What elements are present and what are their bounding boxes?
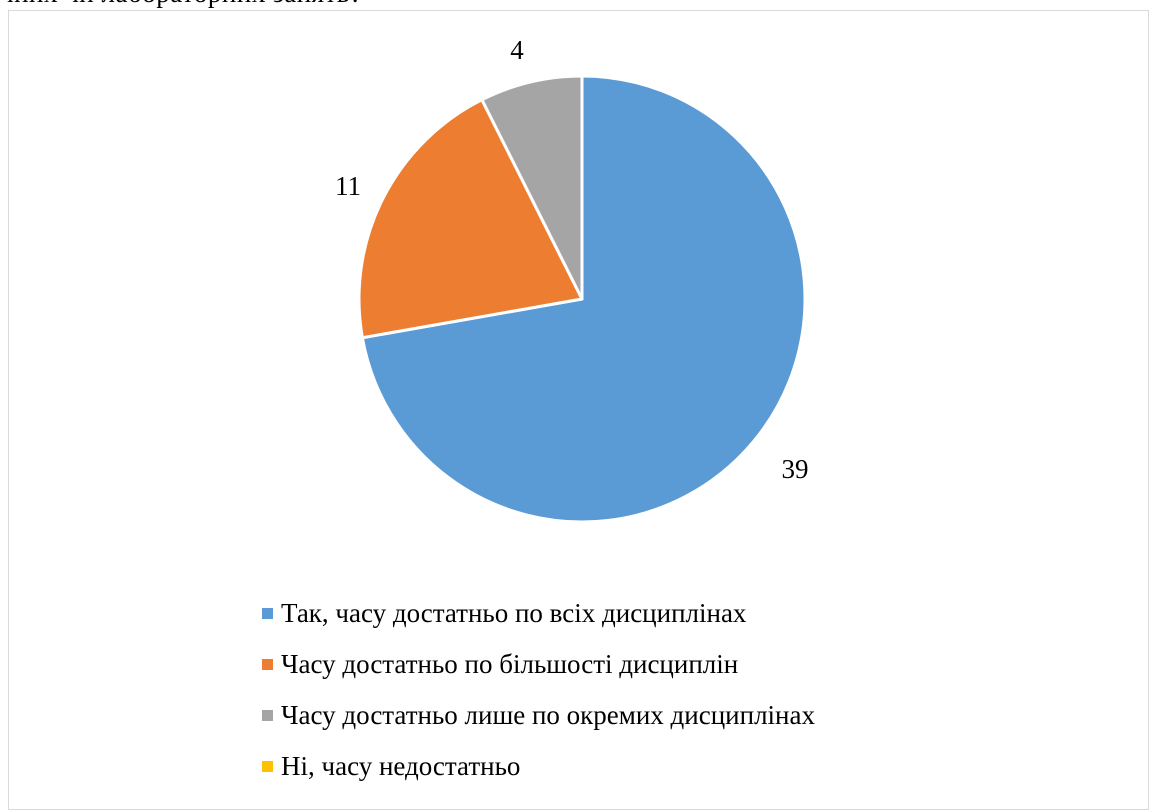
data-label-1: 39 [782, 454, 809, 484]
legend-swatch-2 [262, 658, 273, 670]
legend-label-4: Ні, часу недостатньо [281, 750, 521, 781]
data-label-2: 11 [335, 171, 361, 201]
legend-item-2: Часу достатньо по більшості дисциплін [262, 647, 815, 681]
pie-slice-1 [360, 74, 807, 524]
pie-slice-2 [357, 98, 584, 340]
pie-slice-3 [480, 74, 584, 301]
data-label-3: 4 [510, 35, 524, 65]
legend-item-3: Часу достатньо лише по окремих дисциплін… [262, 698, 815, 732]
legend-swatch-1 [262, 607, 273, 619]
legend-swatch-3 [262, 709, 273, 721]
legend-label-2: Часу достатньо по більшості дисциплін [281, 648, 739, 679]
chart-legend: Так, часу достатньо по всіх дисциплінах … [262, 596, 815, 800]
legend-item-1: Так, часу достатньо по всіх дисциплінах [262, 596, 815, 630]
legend-label-1: Так, часу достатньо по всіх дисциплінах [281, 597, 747, 628]
legend-swatch-4 [262, 760, 273, 772]
legend-label-3: Часу достатньо лише по окремих дисциплін… [281, 699, 815, 730]
legend-item-4: Ні, часу недостатньо [262, 749, 815, 783]
page-heading-fragment: чних чи лабораторних занять? [0, 0, 362, 9]
